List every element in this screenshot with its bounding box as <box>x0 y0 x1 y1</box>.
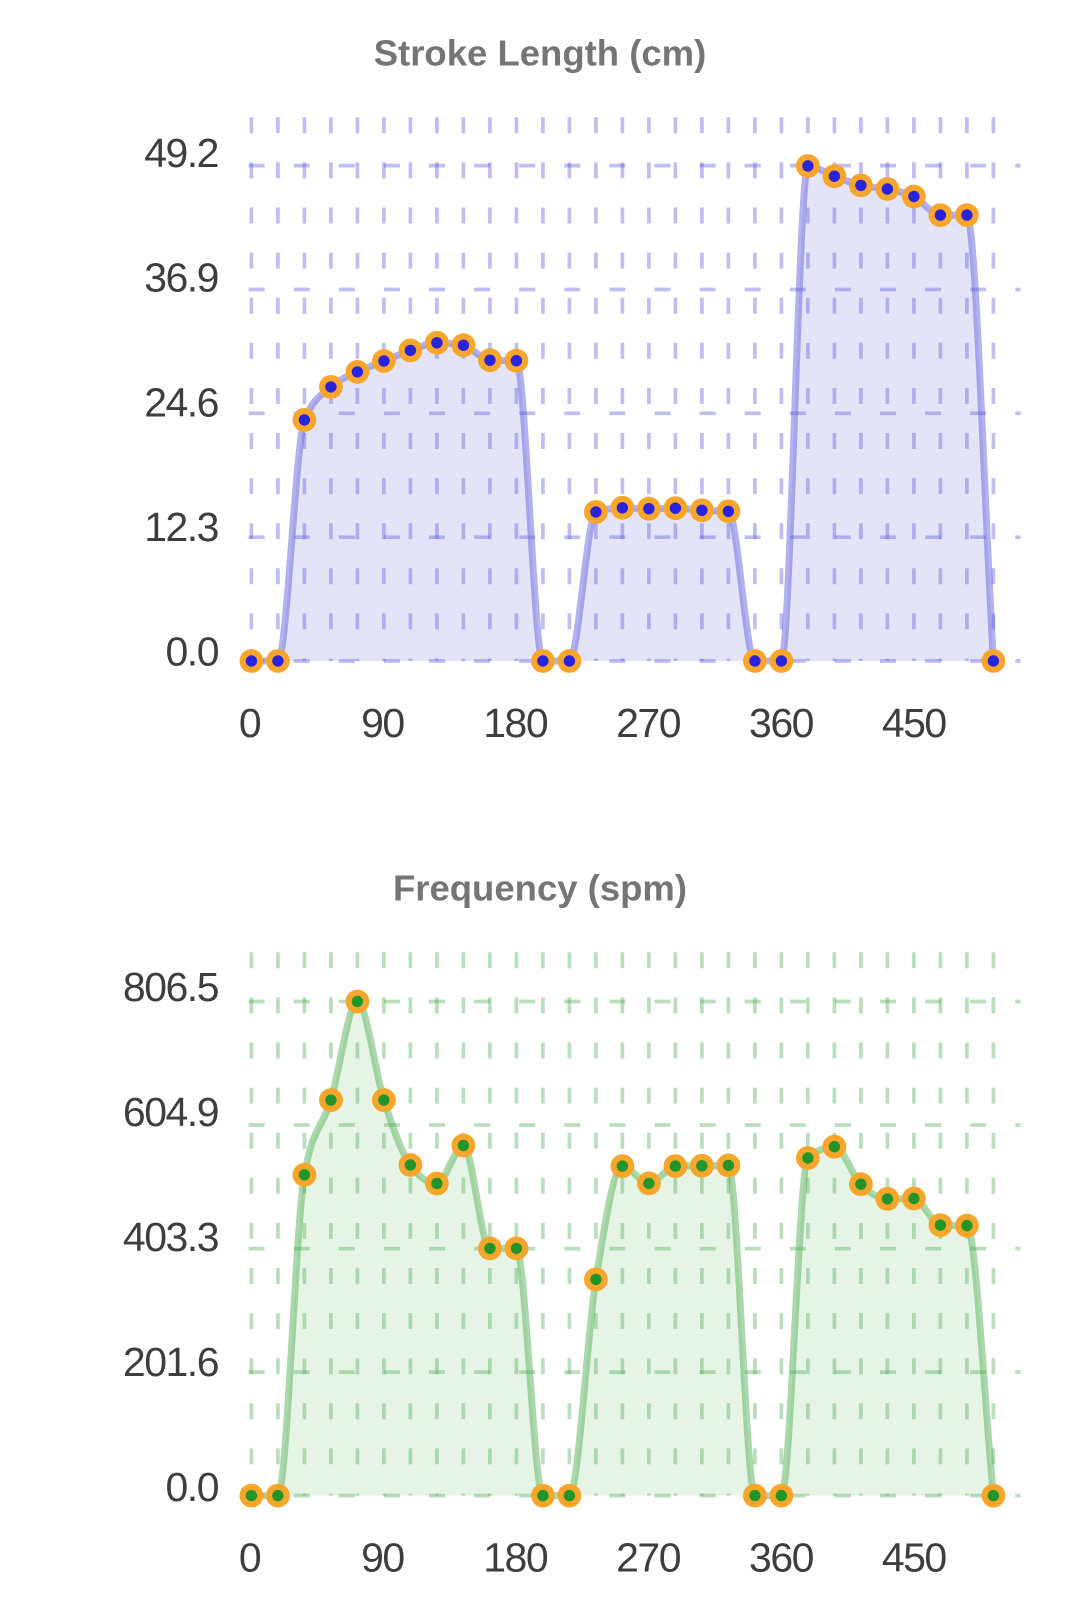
svg-text:201.6: 201.6 <box>123 1339 218 1385</box>
svg-text:90: 90 <box>361 700 404 746</box>
svg-text:450: 450 <box>882 1535 947 1581</box>
svg-text:24.6: 24.6 <box>144 379 218 425</box>
svg-text:Frequency (spm): Frequency (spm) <box>393 867 687 908</box>
svg-text:360: 360 <box>749 700 814 746</box>
svg-text:180: 180 <box>483 1535 548 1581</box>
svg-text:12.3: 12.3 <box>144 504 218 550</box>
svg-text:49.2: 49.2 <box>144 130 218 176</box>
svg-text:270: 270 <box>616 700 681 746</box>
svg-text:360: 360 <box>749 1535 814 1581</box>
svg-text:450: 450 <box>882 700 947 746</box>
svg-text:0.0: 0.0 <box>166 1464 219 1510</box>
svg-text:403.3: 403.3 <box>123 1214 218 1260</box>
svg-text:270: 270 <box>616 1535 681 1581</box>
svg-text:0.0: 0.0 <box>166 628 219 674</box>
svg-text:604.9: 604.9 <box>123 1089 218 1135</box>
svg-text:806.5: 806.5 <box>123 964 219 1010</box>
svg-text:180: 180 <box>483 700 548 746</box>
svg-text:0: 0 <box>239 1535 261 1581</box>
svg-text:36.9: 36.9 <box>144 255 218 301</box>
svg-text:0: 0 <box>239 700 261 746</box>
svg-text:90: 90 <box>361 1535 404 1581</box>
svg-text:Stroke Length (cm): Stroke Length (cm) <box>374 33 707 74</box>
